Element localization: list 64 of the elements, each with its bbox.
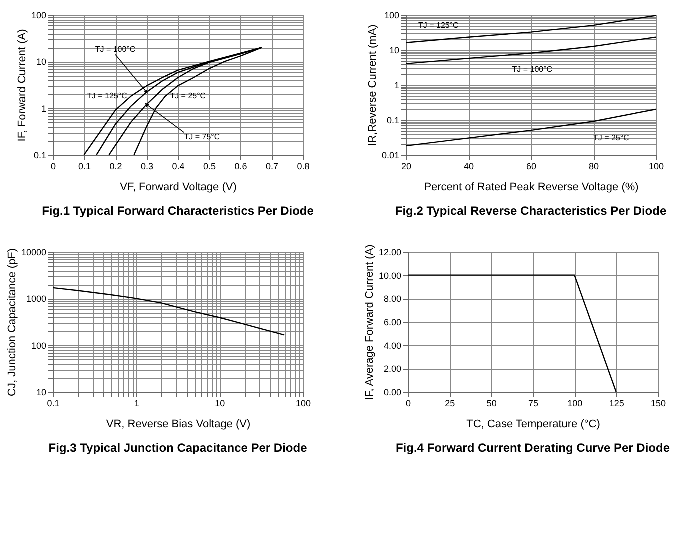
series-label: TJ = 125°C bbox=[87, 91, 128, 100]
y-tick-label: 2.00 bbox=[384, 364, 402, 374]
x-tick-label: 150 bbox=[650, 398, 666, 408]
y-tick-label: 12.00 bbox=[378, 248, 402, 258]
y-axis-title: IF, Forward Current (A) bbox=[16, 29, 28, 142]
x-tick-label: 0.1 bbox=[78, 162, 92, 172]
y-tick-label: 10 bbox=[36, 57, 46, 68]
x-tick-label: 0.2 bbox=[110, 162, 122, 172]
x-tick-label: 60 bbox=[526, 162, 537, 172]
x-tick-label: 100 bbox=[296, 398, 312, 408]
x-tick-label: 100 bbox=[568, 398, 583, 408]
y-tick-label: 0.00 bbox=[384, 388, 402, 398]
y-tick-label: 8.00 bbox=[384, 294, 402, 304]
text: Fig.3 Typical Junction Capacitance Per Diode bbox=[48, 441, 308, 455]
y-tick-label: 0.01 bbox=[382, 150, 400, 160]
series-label: TJ = 25°C bbox=[170, 91, 206, 100]
x-axis-title: VF, Forward Voltage (V) bbox=[120, 182, 237, 194]
y-axis-title: IR,Reverse Current (mA) bbox=[366, 24, 379, 146]
y-tick-label: 10 bbox=[389, 46, 400, 56]
y-tick-label: 10.00 bbox=[378, 270, 402, 281]
x-tick-label: 0.8 bbox=[297, 162, 310, 172]
x-tick-label: 100 bbox=[648, 162, 664, 172]
y-tick-label: 0.1 bbox=[386, 116, 400, 126]
x-tick-label: 0.3 bbox=[140, 162, 154, 172]
x-tick-label: 20 bbox=[401, 162, 412, 172]
x-tick-label: 0.7 bbox=[266, 162, 279, 172]
x-tick-label: 0.6 bbox=[234, 162, 248, 172]
y-tick-label: 4.00 bbox=[384, 340, 402, 351]
y-tick-label: 1 bbox=[41, 104, 46, 114]
x-tick-label: 50 bbox=[486, 398, 497, 408]
text: Fig.2 Typical Reverse Characteristics Per Diode bbox=[395, 204, 667, 218]
x-tick-label: 0.4 bbox=[172, 162, 185, 172]
x-tick-label: 125 bbox=[609, 398, 624, 408]
y-tick-label: 10000 bbox=[21, 248, 46, 258]
series-label: TJ = 125°C bbox=[418, 21, 460, 30]
x-tick-label: 25 bbox=[445, 398, 456, 408]
y-axis-title: IF, Average Forward Current (A) bbox=[364, 244, 376, 400]
text: TJ = 100°C bbox=[95, 45, 136, 54]
x-tick-label: 10 bbox=[215, 398, 226, 408]
series-label: TJ = 25°C bbox=[594, 133, 630, 142]
x-axis-title: TC, Case Temperature (°C) bbox=[466, 418, 600, 430]
x-tick-label: 1 bbox=[134, 398, 140, 408]
x-axis-title: Percent of Rated Peak Reverse Voltage (%) bbox=[424, 182, 639, 194]
y-tick-label: 10 bbox=[36, 388, 46, 398]
y-tick-label: 100 bbox=[31, 340, 46, 351]
text: Fig.4 Forward Current Derating Curve Per Diode bbox=[396, 441, 670, 455]
y-axis-title: CJ, Junction Capacitance (pF) bbox=[6, 248, 18, 396]
y-tick-label: 100 bbox=[384, 10, 400, 20]
text: TJ = 75°C bbox=[184, 132, 220, 142]
y-tick-label: 100 bbox=[31, 10, 46, 20]
x-tick-label: 0 bbox=[50, 162, 56, 172]
y-tick-label: 6.00 bbox=[384, 318, 402, 328]
y-tick-label: 1 bbox=[394, 80, 400, 90]
x-tick-label: 0.1 bbox=[47, 398, 60, 408]
x-tick-label: 40 bbox=[464, 162, 474, 172]
series-label: TJ = 100°C bbox=[512, 65, 553, 74]
x-tick-label: 0.5 bbox=[203, 162, 216, 172]
text: Fig.1 Typical Forward Characteristics Per Diode bbox=[42, 204, 314, 218]
x-tick-label: 80 bbox=[588, 162, 600, 172]
x-tick-label: 75 bbox=[528, 398, 539, 408]
y-tick-label: 0.1 bbox=[34, 150, 46, 160]
y-tick-label: 1000 bbox=[26, 294, 46, 304]
x-tick-label: 0 bbox=[406, 398, 412, 408]
x-axis-title: VR, Reverse Bias Voltage (V) bbox=[106, 418, 251, 430]
